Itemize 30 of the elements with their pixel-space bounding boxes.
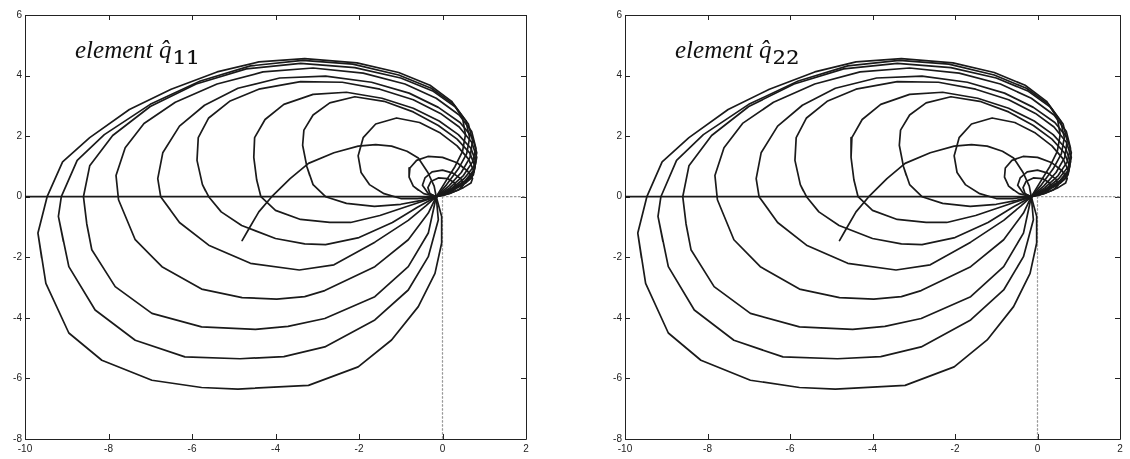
x-tick-label: -8	[104, 442, 114, 454]
x-tick-label: 2	[1117, 442, 1124, 454]
x-tick-label: -4	[271, 442, 281, 454]
x-tick-label: -2	[950, 442, 960, 454]
x-tick-label: -10	[617, 442, 633, 454]
y-tick-label: 4	[616, 69, 623, 81]
y-tick-label: -2	[13, 251, 23, 263]
y-tick-label: -6	[13, 372, 23, 384]
y-tick-label: 6	[16, 8, 23, 20]
x-tick-label: -6	[785, 442, 795, 454]
x-tick-label: 2	[523, 442, 530, 454]
y-tick-label: 0	[616, 190, 623, 202]
x-tick-label: -2	[354, 442, 364, 454]
x-tick-label: -6	[187, 442, 197, 454]
y-tick-label: 4	[16, 69, 23, 81]
y-tick-label: 2	[16, 129, 23, 141]
y-tick-label: -8	[613, 432, 623, 444]
y-tick-label: 0	[16, 190, 23, 202]
x-tick-label: -4	[868, 442, 878, 454]
x-tick-label: 0	[1034, 442, 1041, 454]
y-tick-label: 6	[616, 8, 623, 20]
x-tick-label: -8	[703, 442, 713, 454]
x-tick-label: -10	[17, 442, 33, 454]
y-tick-label: 2	[616, 129, 623, 141]
y-tick-label: -8	[13, 432, 23, 444]
y-tick-label: -4	[13, 311, 23, 323]
x-tick-label: 0	[439, 442, 446, 454]
y-tick-label: -2	[613, 251, 623, 263]
y-tick-label: -6	[613, 372, 623, 384]
y-tick-label: -4	[613, 311, 623, 323]
